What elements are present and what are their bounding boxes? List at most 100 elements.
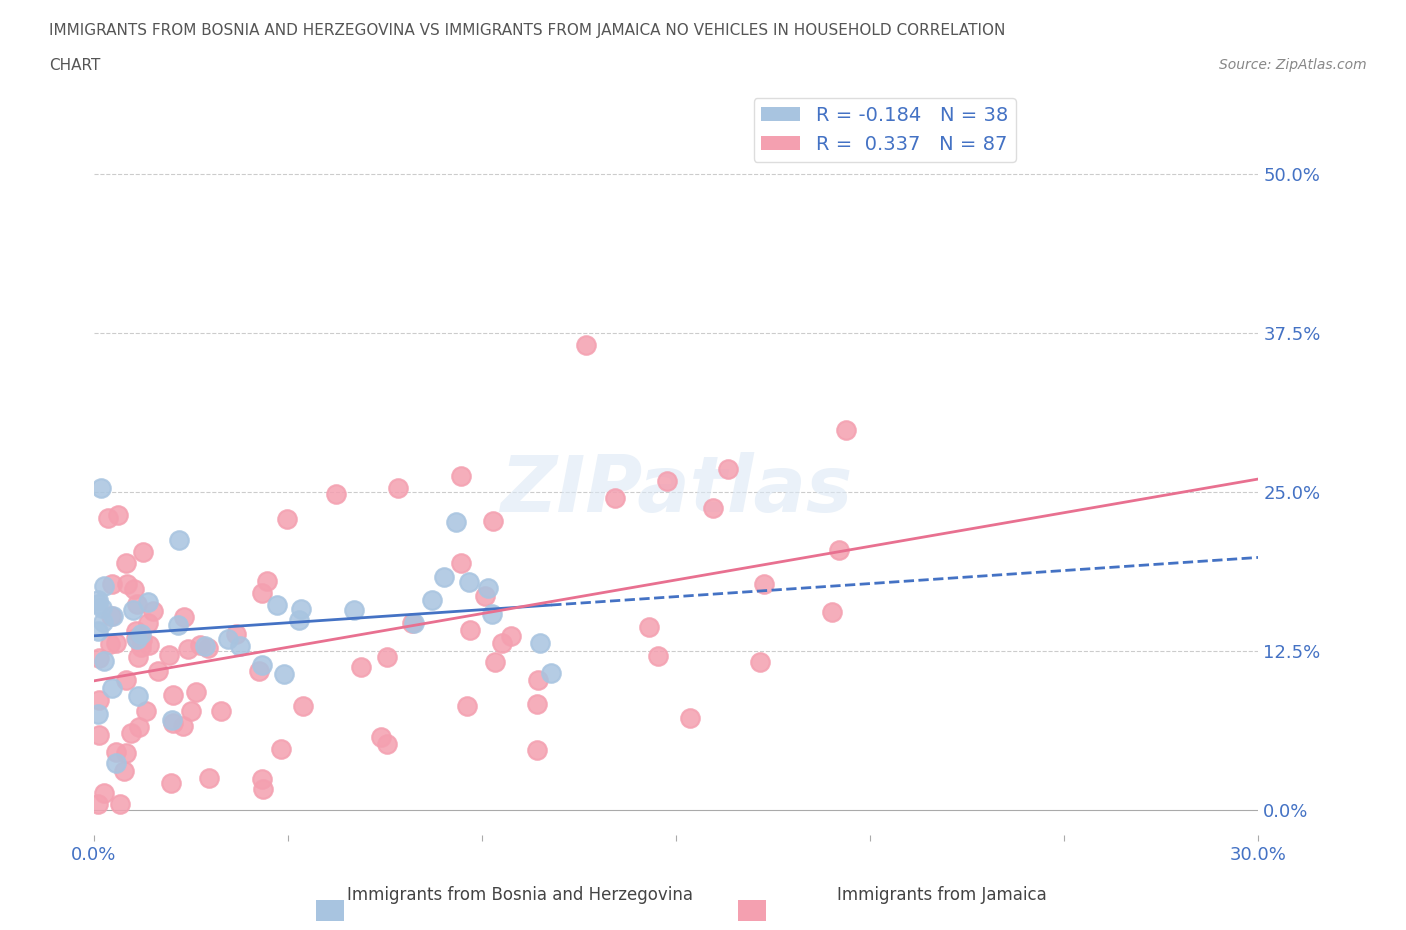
Point (136, 616, 159, 631)
Point (128, 720, 150, 735)
Point (402, 616, 425, 631)
Point (101, 577, 124, 591)
Point (657, 473, 679, 488)
Point (87, 592, 110, 607)
Point (603, 490, 626, 505)
Point (229, 638, 252, 653)
Point (250, 586, 273, 601)
Point (131, 632, 153, 647)
Point (167, 618, 190, 632)
Point (270, 742, 292, 757)
Point (444, 514, 467, 529)
Point (499, 629, 522, 644)
Point (129, 627, 152, 642)
Point (387, 481, 409, 496)
Point (138, 638, 160, 653)
Point (717, 461, 740, 476)
Point (647, 649, 669, 664)
Legend: R = -0.184   N = 38, R =  0.337   N = 87: R = -0.184 N = 38, R = 0.337 N = 87 (754, 99, 1015, 162)
Point (87, 727, 110, 742)
Text: Immigrants from Jamaica: Immigrants from Jamaica (837, 886, 1047, 904)
Point (217, 631, 239, 646)
Point (821, 604, 844, 619)
Point (209, 703, 232, 718)
Point (637, 620, 659, 635)
Point (180, 704, 202, 719)
Point (89, 693, 111, 708)
Point (754, 577, 776, 591)
Point (162, 715, 184, 730)
Point (98, 637, 121, 652)
Point (188, 638, 211, 653)
Point (93, 578, 115, 593)
Point (484, 655, 506, 670)
Text: Source: ZipAtlas.com: Source: ZipAtlas.com (1219, 58, 1367, 72)
Point (575, 337, 598, 352)
Point (167, 533, 190, 548)
Point (125, 631, 148, 646)
Point (828, 543, 851, 558)
Point (89, 650, 111, 665)
Text: IMMIGRANTS FROM BOSNIA AND HERZEGOVINA VS IMMIGRANTS FROM JAMAICA NO VEHICLES IN: IMMIGRANTS FROM BOSNIA AND HERZEGOVINA V… (49, 23, 1005, 38)
Point (481, 606, 503, 621)
Point (456, 698, 478, 713)
Point (131, 545, 153, 560)
Point (343, 603, 366, 618)
Point (276, 512, 298, 526)
Point (173, 610, 195, 625)
Point (104, 756, 127, 771)
Point (526, 743, 548, 758)
Point (90, 480, 112, 495)
Point (93, 654, 115, 669)
Point (540, 666, 562, 681)
Point (105, 635, 128, 650)
Point (349, 660, 371, 675)
Point (115, 555, 138, 570)
Point (273, 667, 295, 682)
Point (112, 764, 135, 778)
Point (146, 664, 169, 679)
Point (114, 746, 136, 761)
Point (104, 744, 127, 759)
Point (458, 622, 481, 637)
Point (377, 649, 399, 664)
Point (177, 642, 200, 657)
Point (127, 649, 149, 664)
Point (256, 573, 278, 588)
Point (103, 608, 125, 623)
Point (100, 608, 122, 623)
Point (100, 681, 122, 696)
Point (325, 486, 347, 501)
Text: Immigrants from Bosnia and Herzegovina: Immigrants from Bosnia and Herzegovina (347, 886, 693, 904)
Point (87, 707, 110, 722)
Point (266, 597, 288, 612)
Point (450, 555, 472, 570)
Point (91, 614, 114, 629)
Point (194, 639, 217, 654)
Point (172, 719, 194, 734)
Point (527, 672, 550, 687)
Point (160, 775, 183, 790)
Point (250, 771, 273, 786)
Point (197, 641, 219, 656)
Point (107, 508, 129, 523)
Point (121, 603, 143, 618)
Point (125, 631, 148, 645)
Point (450, 469, 472, 484)
Point (125, 597, 148, 612)
Text: CHART: CHART (49, 58, 101, 73)
Point (679, 711, 702, 725)
Point (115, 673, 138, 688)
Point (482, 513, 505, 528)
Point (225, 627, 247, 642)
Point (93, 786, 115, 801)
Point (526, 697, 548, 711)
Point (292, 698, 315, 713)
Point (91, 601, 114, 616)
Bar (316, 900, 344, 921)
Point (252, 782, 274, 797)
Point (491, 635, 513, 650)
Point (433, 570, 456, 585)
Point (110, 796, 132, 811)
Point (136, 594, 159, 609)
